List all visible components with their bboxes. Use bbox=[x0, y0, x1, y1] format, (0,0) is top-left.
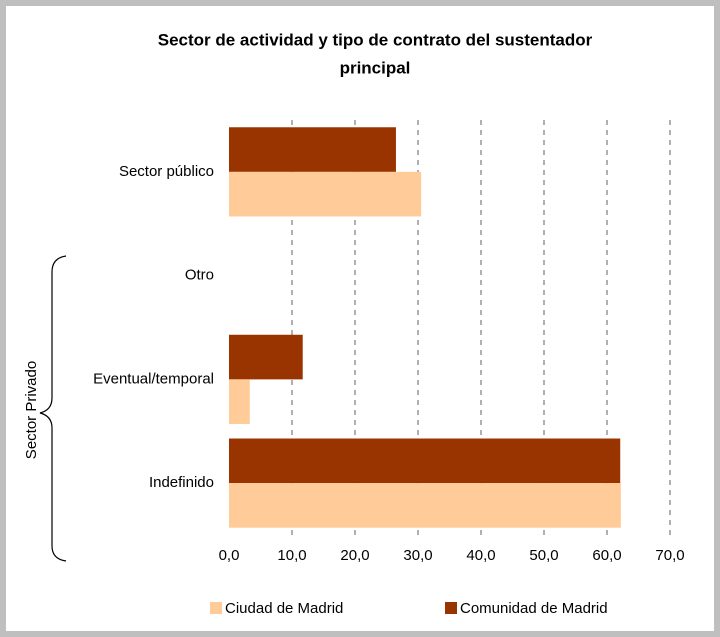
chart-title: principal bbox=[340, 58, 411, 77]
group-brace bbox=[39, 255, 67, 562]
bar bbox=[229, 483, 621, 528]
legend-swatch bbox=[210, 602, 222, 614]
y-tick-label: Eventual/temporal bbox=[93, 370, 214, 387]
x-tick-label: 10,0 bbox=[277, 547, 306, 564]
y-tick-label: Otro bbox=[185, 267, 214, 284]
bar bbox=[229, 127, 396, 172]
y-tick-label: Sector público bbox=[119, 163, 214, 180]
x-tick-label: 30,0 bbox=[403, 547, 432, 564]
legend-swatch bbox=[445, 602, 457, 614]
x-tick-label: 0,0 bbox=[219, 547, 240, 564]
x-tick-label: 20,0 bbox=[340, 547, 369, 564]
chart-title: Sector de actividad y tipo de contrato d… bbox=[158, 30, 593, 49]
bar bbox=[229, 379, 250, 424]
y-tick-label: Indefinido bbox=[149, 474, 214, 491]
legend-label: Comunidad de Madrid bbox=[460, 600, 608, 617]
x-tick-label: 70,0 bbox=[655, 547, 684, 564]
bar bbox=[229, 438, 621, 484]
bar bbox=[229, 334, 303, 380]
x-tick-label: 50,0 bbox=[529, 547, 558, 564]
x-tick-label: 60,0 bbox=[592, 547, 621, 564]
legend-label: Ciudad de Madrid bbox=[225, 600, 343, 617]
bar bbox=[229, 171, 422, 217]
x-tick-label: 40,0 bbox=[466, 547, 495, 564]
group-label: Sector Privado bbox=[23, 361, 40, 459]
